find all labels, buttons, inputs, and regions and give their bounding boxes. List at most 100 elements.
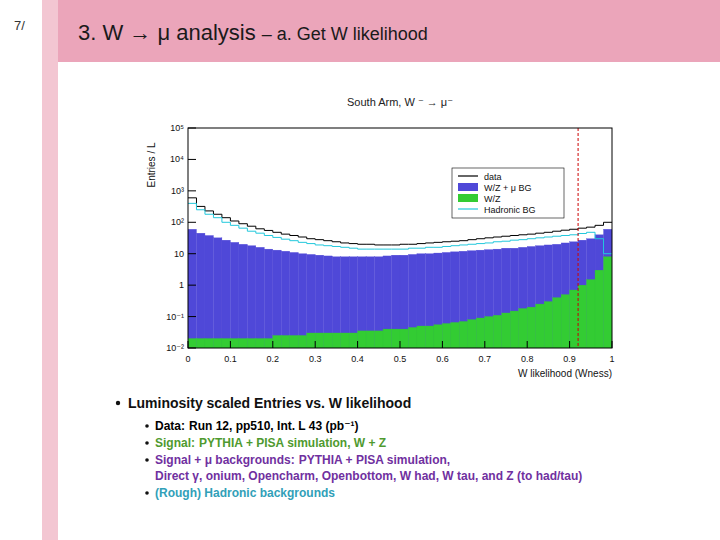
- marks: [188, 128, 612, 348]
- x-tick: [527, 341, 528, 348]
- step-line: [196, 206, 204, 207]
- step-line: [510, 240, 518, 241]
- legend-swatch: [458, 194, 478, 202]
- step-line: [307, 238, 315, 239]
- step-line: [298, 242, 306, 243]
- y-tick-label: 10³: [171, 186, 184, 196]
- step-line: [230, 220, 238, 221]
- plot-area: [188, 128, 612, 348]
- hist-bar: [239, 339, 247, 348]
- step-line: [417, 243, 425, 244]
- hist-bar: [205, 235, 213, 348]
- hist-bar: [519, 309, 527, 348]
- hist-bar: [578, 285, 586, 348]
- step-line: [256, 233, 264, 234]
- step-line: [400, 244, 408, 245]
- x-tick-label: 0.5: [394, 354, 407, 364]
- hist-bar: [476, 318, 484, 348]
- slide-title: 3. W → μ analysis– a. Get W likelihood: [78, 20, 428, 45]
- hist-bar: [510, 248, 518, 348]
- hist-bar: [366, 257, 374, 348]
- step-line: [561, 235, 569, 236]
- y-tick: [188, 222, 196, 223]
- background: [0, 0, 720, 540]
- hist-bar: [264, 339, 272, 348]
- plot-frame: [188, 128, 612, 348]
- step-line: [264, 235, 272, 236]
- step-line: [442, 246, 450, 247]
- hist-bar: [213, 339, 221, 348]
- hist-bar: [570, 242, 578, 348]
- step-line: [442, 241, 450, 242]
- hist-bar: [502, 248, 510, 348]
- bullet-label: Signal + μ backgrounds:: [155, 453, 295, 467]
- hist-bar: [366, 331, 374, 348]
- hist-bar: [544, 245, 552, 348]
- x-tick: [400, 341, 401, 348]
- hist-bar: [324, 256, 332, 348]
- hist-bar: [341, 333, 349, 348]
- legend-box: [452, 168, 564, 218]
- x-tick: [442, 341, 443, 348]
- bullet-dot: [145, 441, 149, 445]
- hist-bar: [442, 252, 450, 348]
- step-line: [408, 248, 416, 249]
- hist-bar: [493, 315, 501, 348]
- hist-bar: [451, 322, 459, 348]
- step-line: [595, 225, 603, 226]
- step-line: [468, 239, 476, 240]
- step-line: [493, 237, 501, 238]
- step-line: [604, 222, 612, 223]
- step-line: [400, 249, 408, 250]
- step-line: [604, 253, 612, 254]
- legend-label: data: [484, 172, 502, 182]
- hist-bar: [230, 242, 238, 348]
- hist-bar: [417, 326, 425, 348]
- x-tick-label: 0.8: [521, 354, 534, 364]
- y-tick: [188, 190, 196, 191]
- hist-bar: [247, 246, 255, 348]
- slide: 7/3. W → μ analysis– a. Get W likelihood…: [0, 0, 720, 540]
- step-line: [375, 244, 383, 245]
- step-line: [332, 241, 340, 242]
- hist-bar: [358, 257, 366, 348]
- hist-bar: [332, 333, 340, 348]
- step-line: [205, 210, 213, 211]
- step-line: [213, 214, 221, 215]
- bullet: Signal + μ backgrounds:PYTHIA + PISA sim…: [155, 453, 450, 467]
- step-line: [273, 232, 281, 233]
- hist-bar: [434, 253, 442, 348]
- step-line: [239, 228, 247, 229]
- hist-bar: [392, 255, 400, 348]
- step-line: [451, 245, 459, 246]
- hist-bar: [544, 302, 552, 348]
- bullet-text: PYTHIA + PISA simulation, W + Z: [199, 436, 386, 450]
- hist-bar: [595, 235, 603, 348]
- step-line: [485, 242, 493, 243]
- step-line: [417, 248, 425, 249]
- y-tick-label: 10²: [171, 217, 184, 227]
- step-line: [273, 237, 281, 238]
- step-line: [222, 217, 230, 218]
- step-riser: [221, 218, 222, 223]
- step-riser: [603, 239, 604, 254]
- x-tick-label: 1: [609, 354, 614, 364]
- step-line: [476, 243, 484, 244]
- step-riser: [213, 211, 214, 214]
- hist-bar: [408, 327, 416, 348]
- x-tick-label: 0.1: [224, 354, 237, 364]
- hist-bar: [442, 324, 450, 348]
- hist-bar: [315, 333, 323, 348]
- step-line: [358, 249, 366, 250]
- x-tick-label: 0.6: [436, 354, 449, 364]
- hist-bar: [553, 298, 561, 348]
- hist-bar: [213, 238, 221, 348]
- hist-bar: [375, 331, 383, 348]
- side-strip: [42, 0, 58, 540]
- step-line: [578, 228, 586, 229]
- step-line: [502, 241, 510, 242]
- step-line: [553, 236, 561, 237]
- x-tick-label: 0.3: [309, 354, 322, 364]
- step-line: [578, 233, 586, 234]
- hist-bar: [324, 333, 332, 348]
